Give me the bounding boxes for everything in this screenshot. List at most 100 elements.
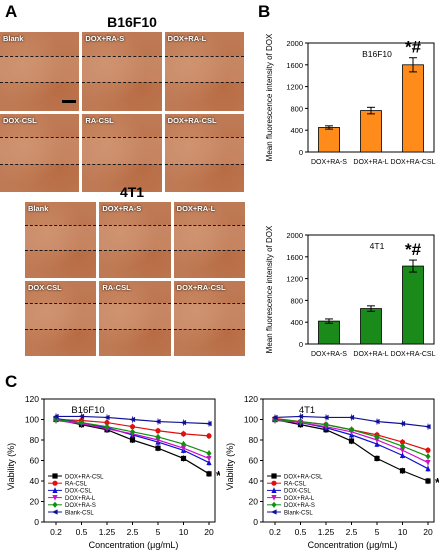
x-tick-label: DOX+RA-CSL [391, 351, 436, 358]
data-point-triangle [399, 447, 406, 454]
data-point-triangle [103, 414, 110, 421]
chart-title: 4T1 [370, 241, 385, 251]
wound-image-tile: RA-CSL [82, 113, 162, 192]
chart-title: B16F10 [71, 405, 104, 416]
wound-edge-dashed-line [25, 224, 97, 226]
wound-image-tile: DOX-CSL [0, 113, 80, 192]
x-tick-label: 1.25 [99, 527, 116, 537]
legend-label: Blank-CSL [284, 510, 313, 516]
wound-image-grid-4t1: Blank DOX+RA-S DOX+RA-L DOX-CSL RA-CSL DOX+RA… [25, 202, 245, 356]
data-point-triangle [52, 487, 58, 493]
wound-image-grid-b16f10: Blank DOX+RA-S DOX+RA-L DOX-CSL RA-CSL DOX+RA… [0, 32, 244, 192]
data-point-triangle [52, 413, 59, 420]
x-tick-label: 5 [156, 527, 161, 537]
wound-edge-dashed-line [82, 163, 162, 165]
x-tick-label: DOX+RA-S [311, 351, 347, 358]
data-point-circle [425, 447, 431, 453]
bar [402, 64, 424, 153]
wound-edge-dashed-line [164, 137, 244, 139]
bar [402, 265, 424, 345]
data-point-triangle [52, 495, 58, 501]
x-tick-label: 5 [375, 527, 380, 537]
data-point-circle [206, 433, 212, 439]
legend-label: DOX+RA-L [284, 496, 315, 502]
data-point-triangle [129, 416, 136, 423]
wound-edge-dashed-line [173, 250, 245, 252]
x-tick-label: DOX+RA-L [353, 159, 388, 166]
data-point-square [155, 445, 161, 451]
scratch-gap [82, 137, 162, 164]
wound-edge-dashed-line [173, 328, 245, 330]
wound-group-title-4t1: 4T1 [119, 184, 145, 200]
y-tick-label: 80 [30, 435, 40, 445]
wound-image-tile: RA-CSL [99, 280, 171, 356]
data-point-triangle [51, 509, 58, 515]
data-point-square [129, 437, 136, 443]
bar-chart-b16f10: 0 400 800 1200 1600 2000 Mean fluorescence int… [265, 33, 436, 166]
wound-edge-dashed-line [0, 55, 80, 57]
y-tick-label: 0 [253, 517, 258, 527]
wound-tile-label: DOX+RA-S [85, 34, 125, 43]
x-tick-label: 0.5 [295, 527, 307, 537]
wound-image-tile: Blank [0, 32, 80, 111]
scratch-gap [173, 224, 245, 251]
scratch-gap [173, 303, 245, 329]
y-tick-label: 0 [299, 148, 303, 157]
data-point-triangle [271, 487, 277, 493]
wound-edge-dashed-line [164, 163, 244, 165]
data-point-circle [155, 428, 161, 434]
data-point-square [271, 473, 277, 479]
significance-marker: * [435, 475, 439, 490]
panel-letter-b: B [258, 2, 271, 21]
wound-edge-dashed-line [99, 303, 171, 305]
data-point-square [399, 468, 406, 474]
wound-edge-dashed-line [164, 82, 244, 84]
wound-edge-dashed-line [82, 137, 162, 139]
y-tick-label: 40 [30, 476, 40, 486]
y-tick-label: 120 [25, 394, 39, 404]
scratch-gap [164, 137, 244, 164]
y-tick-label: 20 [30, 497, 40, 507]
data-point-diamond [297, 418, 304, 425]
wound-image-tile: DOX+RA-S [99, 202, 171, 278]
data-point-circle [180, 431, 187, 437]
scratch-gap [82, 55, 162, 83]
y-tick-label: 60 [249, 456, 259, 466]
x-tick-label: 20 [423, 527, 433, 537]
y-tick-label: 400 [290, 318, 303, 327]
x-tick-label: 20 [204, 527, 214, 537]
wound-image-tile: DOX+RA-L [173, 202, 245, 278]
data-point-diamond [323, 421, 329, 428]
data-point-triangle [270, 509, 277, 515]
y-tick-label: 60 [30, 456, 40, 466]
wound-edge-dashed-line [99, 224, 171, 226]
panel-letter-c: C [5, 372, 18, 391]
data-point-square [52, 473, 58, 479]
y-tick-label: 1600 [286, 253, 303, 262]
data-point-triangle [180, 419, 187, 426]
y-tick-label: 2000 [286, 231, 303, 240]
x-tick-label: 10 [398, 527, 408, 537]
wound-edge-dashed-line [99, 328, 171, 330]
scratch-gap [99, 303, 171, 329]
wound-tile-label: RA-CSL [102, 282, 131, 292]
chart-title: 4T1 [299, 405, 315, 416]
data-point-triangle [297, 413, 304, 420]
legend-label: DOX+RA-CSL [284, 474, 323, 480]
data-point-triangle [205, 421, 212, 427]
data-point-triangle [322, 414, 329, 421]
bar [318, 320, 340, 345]
scratch-gap [99, 224, 171, 251]
wound-edge-dashed-line [164, 55, 244, 57]
bar [360, 110, 382, 153]
x-tick-label: DOX+RA-L [353, 351, 388, 358]
y-tick-label: 1200 [286, 83, 303, 92]
scratch-gap [164, 55, 244, 83]
data-point-circle [271, 480, 277, 486]
wound-edge-dashed-line [0, 137, 80, 139]
wound-tile-label: DOX-CSL [28, 282, 62, 292]
significance-marker: *# [405, 240, 422, 259]
data-point-diamond [399, 443, 406, 450]
wound-tile-label: DOX+RA-CSL [167, 115, 217, 125]
scratch-gap [0, 137, 80, 164]
